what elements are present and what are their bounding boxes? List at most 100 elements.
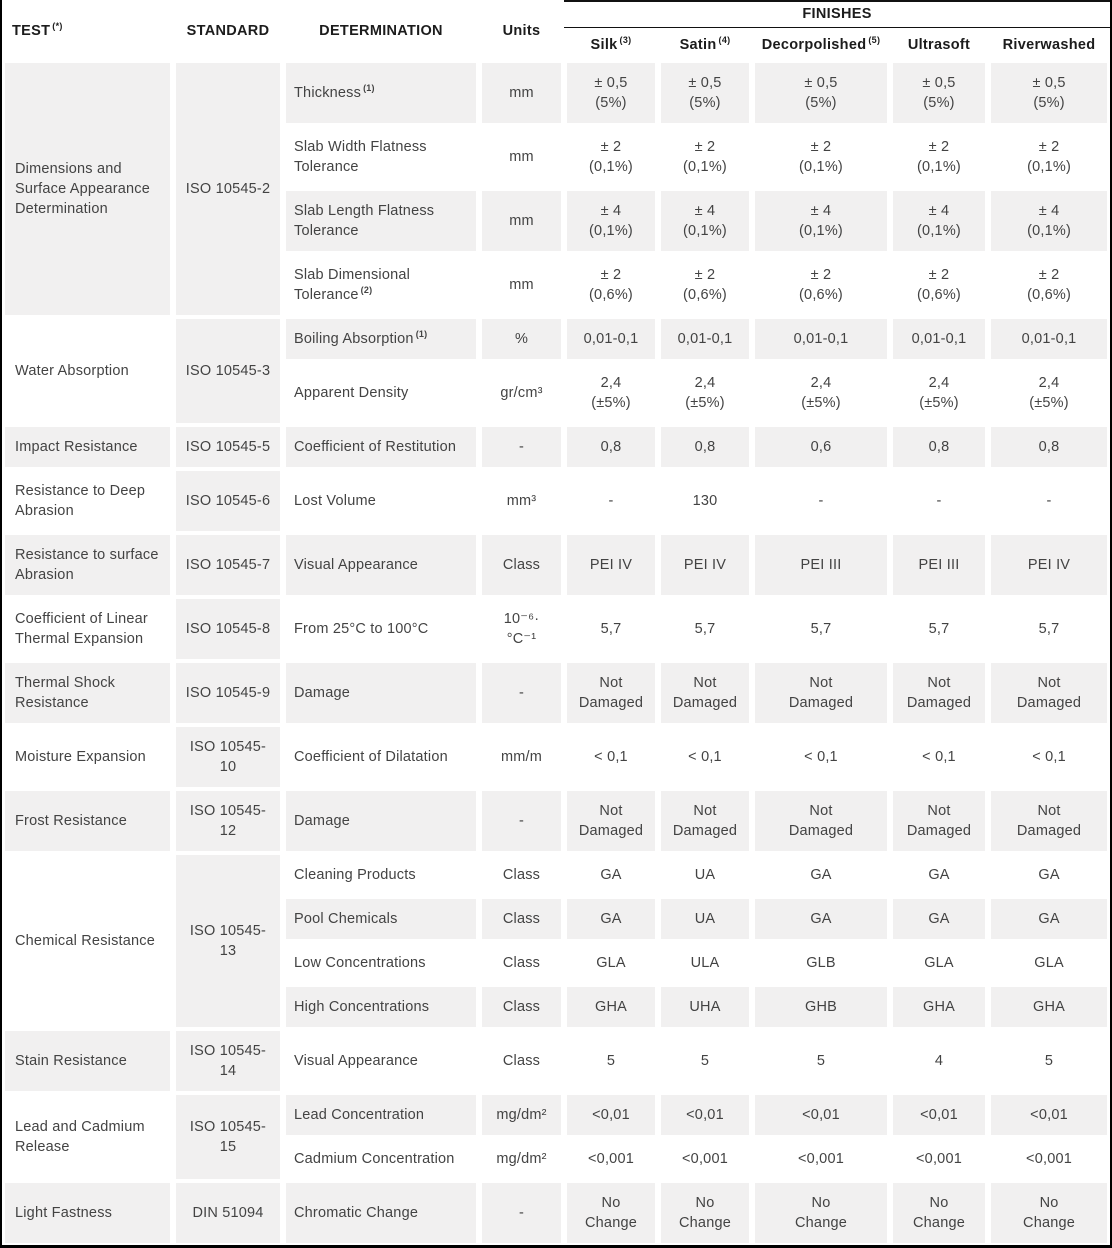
standard-cell: ISO 10545-9: [173, 661, 283, 725]
value-cell: 5: [564, 1029, 658, 1093]
value-cell: ± 4 (0,1%): [752, 189, 890, 253]
value-cell: ± 2 (0,6%): [564, 253, 658, 317]
table-row: Low Concentrations Class GLA ULA GLB GLA GLA: [2, 941, 1111, 985]
value-cell: GLA: [988, 941, 1111, 985]
value-cell: -: [752, 469, 890, 533]
test-cell: Light Fastness: [2, 1181, 173, 1245]
standard-cell: ISO 10545-2: [173, 61, 283, 317]
determination-label: Lost Volume: [294, 493, 376, 509]
table-row: Coefficient of Linear Thermal Expansion I…: [2, 597, 1111, 661]
determination-label: Cleaning Products: [294, 867, 416, 883]
value-cell: <0,01: [752, 1093, 890, 1137]
determination-label: Pool Chemicals: [294, 911, 398, 927]
units-cell: mm: [479, 189, 564, 253]
value-cell: PEI III: [890, 533, 988, 597]
value-cell: < 0,1: [752, 725, 890, 789]
value-cell: 5: [752, 1029, 890, 1093]
determination-cell: Damage: [283, 661, 479, 725]
table-row: Apparent Density gr/cm³ 2,4 (±5%) 2,4 (±5%)…: [2, 361, 1111, 425]
determination-cell: Chromatic Change: [283, 1181, 479, 1245]
value-cell: 0,01-0,1: [890, 317, 988, 361]
value-cell: PEI IV: [988, 533, 1111, 597]
value-cell: <0,001: [988, 1137, 1111, 1181]
value-cell: ± 2 (0,1%): [752, 125, 890, 189]
value-cell: GA: [752, 897, 890, 941]
units-cell: %: [479, 317, 564, 361]
value-cell: ± 2 (0,1%): [658, 125, 752, 189]
value-cell: Not Damaged: [658, 661, 752, 725]
column-header-test: TEST (*): [2, 0, 173, 61]
value-cell: 0,01-0,1: [658, 317, 752, 361]
units-cell: Class: [479, 897, 564, 941]
value-cell: < 0,1: [988, 725, 1111, 789]
column-header-test-label: TEST: [12, 22, 51, 39]
finishes-group-header: FINISHES: [564, 0, 1111, 28]
determination-label: Cadmium Concentration: [294, 1151, 455, 1167]
value-cell: 2,4 (±5%): [658, 361, 752, 425]
finish-label: Satin: [679, 37, 717, 53]
determination-cell: Damage: [283, 789, 479, 853]
column-header-ultrasoft: Ultrasoft: [890, 28, 988, 61]
value-cell: 5,7: [890, 597, 988, 661]
units-cell: mm/m: [479, 725, 564, 789]
value-cell: Not Damaged: [988, 661, 1111, 725]
standard-cell: ISO 10545-5: [173, 425, 283, 469]
header-row-finishes: TEST (*) STANDARD DETERMINATION Units FIN…: [2, 0, 1111, 61]
units-cell: mm: [479, 125, 564, 189]
determination-label: Thickness: [294, 85, 362, 101]
column-header-riverwashed: Riverwashed: [988, 28, 1111, 61]
column-header-decorpolished: Decorpolished (5): [752, 28, 890, 61]
determination-cell: Lost Volume: [283, 469, 479, 533]
test-cell: Resistance to Deep Abrasion: [2, 469, 173, 533]
standard-cell: ISO 10545-7: [173, 533, 283, 597]
value-cell: Not Damaged: [658, 789, 752, 853]
header-row-finish-names: Silk (3) Satin (4) Decorpolished (5) Ultras…: [2, 28, 1111, 61]
determination-label: Coefficient of Restitution: [294, 439, 457, 455]
units-cell: -: [479, 425, 564, 469]
value-cell: ± 4 (0,1%): [658, 189, 752, 253]
determination-cell: Lead Concentration: [283, 1093, 479, 1137]
test-cell: Thermal Shock Resistance: [2, 661, 173, 725]
determination-label: Slab Length Flatness Tolerance: [294, 203, 435, 239]
value-cell: UHA: [658, 985, 752, 1029]
value-cell: <0,01: [890, 1093, 988, 1137]
finish-footnote-marker: (4): [718, 35, 731, 46]
determination-label: Visual Appearance: [294, 1053, 419, 1069]
determination-footnote-marker: (2): [360, 285, 373, 296]
value-cell: Not Damaged: [988, 789, 1111, 853]
value-cell: GHA: [564, 985, 658, 1029]
units-cell: Class: [479, 533, 564, 597]
standard-cell: ISO 10545-13: [173, 853, 283, 1029]
determination-cell: Thickness (1): [283, 61, 479, 125]
value-cell: Not Damaged: [752, 661, 890, 725]
test-cell: Impact Resistance: [2, 425, 173, 469]
value-cell: <0,001: [658, 1137, 752, 1181]
column-header-satin: Satin (4): [658, 28, 752, 61]
value-cell: UA: [658, 853, 752, 897]
value-cell: No Change: [988, 1181, 1111, 1245]
value-cell: <0,001: [564, 1137, 658, 1181]
value-cell: 0,8: [988, 425, 1111, 469]
determination-cell: From 25°C to 100°C: [283, 597, 479, 661]
determination-cell: Boiling Absorption (1): [283, 317, 479, 361]
test-footnote-marker: (*): [52, 20, 63, 31]
units-cell: -: [479, 789, 564, 853]
value-cell: GA: [988, 853, 1111, 897]
value-cell: ± 0,5 (5%): [564, 61, 658, 125]
value-cell: GHA: [890, 985, 988, 1029]
value-cell: -: [988, 469, 1111, 533]
table-row: Frost Resistance ISO 10545-12 Damage - Not D…: [2, 789, 1111, 853]
value-cell: 2,4 (±5%): [890, 361, 988, 425]
standard-cell: ISO 10545-10: [173, 725, 283, 789]
value-cell: -: [890, 469, 988, 533]
finish-label: Ultrasoft: [907, 37, 971, 53]
table-row: High Concentrations Class GHA UHA GHB GHA GHA: [2, 985, 1111, 1029]
value-cell: < 0,1: [890, 725, 988, 789]
finish-label: Decorpolished: [761, 37, 867, 53]
value-cell: PEI IV: [564, 533, 658, 597]
determination-label: Lead Concentration: [294, 1107, 425, 1123]
determination-label: High Concentrations: [294, 999, 430, 1015]
table-row: Water Absorption ISO 10545-3 Boiling Absor…: [2, 317, 1111, 425]
test-cell: Stain Resistance: [2, 1029, 173, 1093]
